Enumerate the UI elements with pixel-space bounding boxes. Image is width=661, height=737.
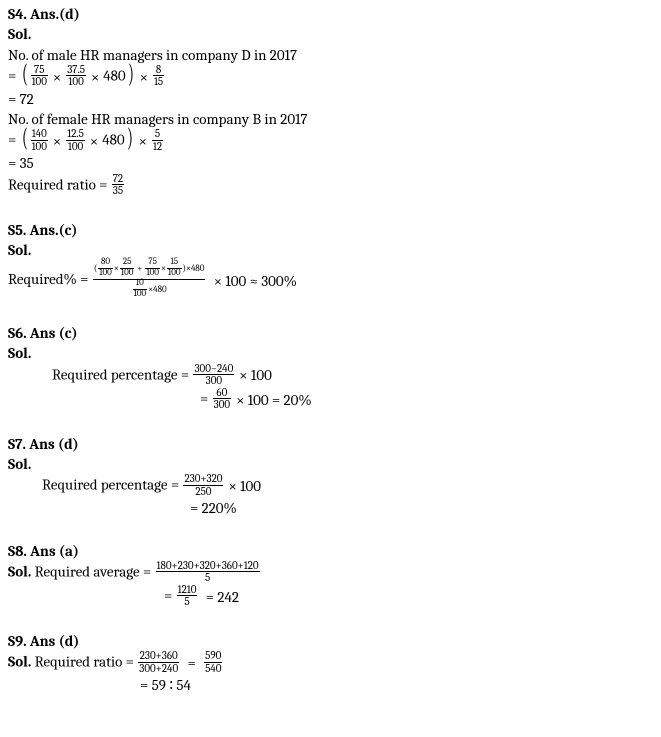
s4-req: Required ratio = 7235 — [8, 174, 653, 198]
label: Required ratio = — [35, 653, 134, 671]
eq: = — [164, 586, 172, 604]
frac-den: 100 — [31, 141, 48, 153]
frac-den: 15 — [153, 76, 164, 88]
s8-header: S8. Ans (a) — [8, 541, 653, 561]
frac-num: 590 — [204, 650, 222, 663]
tail: × 100 = 20% — [232, 390, 316, 410]
frac-den: 300 — [213, 399, 231, 411]
s7-eq1: Required percentage = 230+320250× 100 — [8, 474, 653, 498]
frac-den: 250 — [183, 486, 223, 498]
frac-den: 12 — [152, 141, 163, 153]
frac-num: 230+320 — [183, 473, 223, 486]
sol: Sol. — [8, 653, 31, 671]
value: 480 — [102, 131, 124, 149]
d: 100 — [98, 269, 113, 278]
frac-den: 300 — [193, 375, 234, 387]
v: 480 — [153, 285, 166, 295]
s9-res: = 59 ∶ 54 — [8, 675, 653, 695]
solution-s4: S4. Ans.(d) Sol. No. of male HR managers… — [8, 4, 653, 198]
solution-s8: S8. Ans (a) Sol. Required average = 180+… — [8, 541, 653, 609]
tail: × 100 — [235, 365, 276, 385]
frac-den: 100 — [66, 141, 85, 153]
s4-line1: No. of male HR managers in company D in … — [8, 45, 653, 65]
s6-sol: Sol. — [8, 343, 653, 363]
frac-den: 100 — [66, 76, 86, 88]
s4-header: S4. Ans.(d) — [8, 4, 653, 24]
frac-num: (80100×25100 + 75100×15100)×480 — [93, 259, 206, 280]
frac-den: 5 — [156, 572, 260, 584]
frac-num: 5 — [152, 128, 163, 141]
s6-eq2: = 60300× 100 = 20% — [8, 388, 653, 412]
s7-sol: Sol. — [8, 454, 653, 474]
s9-eq1: Sol. Required ratio = 230+360300+240 = 5… — [8, 651, 653, 675]
d: 100 — [133, 290, 148, 299]
tail: × 100 ≈ 300% — [210, 271, 301, 291]
eq: = — [183, 653, 199, 673]
frac-den: 300+240 — [138, 663, 179, 675]
solution-s7: S7. Ans (d) Sol. Required percentage = 2… — [8, 434, 653, 519]
tail: × 100 — [224, 476, 265, 496]
s6-eq1: Required percentage = 300−240300× 100 — [8, 364, 653, 388]
s4-res2: = 35 — [8, 153, 653, 173]
label: Required% = — [8, 270, 89, 288]
s5-header: S5. Ans.(c) — [8, 220, 653, 240]
v: 480 — [191, 264, 204, 274]
solution-s6: S6. Ans (c) Sol. Required percentage = 3… — [8, 323, 653, 412]
s8-eq2: = 12105 = 242 — [8, 585, 653, 609]
s5-eq: Required% = (80100×25100 + 75100×15100)×… — [8, 260, 653, 301]
frac-den: 5 — [177, 596, 198, 608]
label: Required average = — [35, 562, 152, 580]
frac-den: 100 — [31, 76, 48, 88]
s4-eq1: = (75100×37.5100×480)×815 — [8, 65, 653, 89]
d: 100 — [145, 269, 160, 278]
frac-num: 140 — [31, 128, 48, 141]
eq: = — [200, 389, 208, 407]
d: 100 — [167, 269, 182, 278]
label: Required percentage = — [52, 365, 189, 383]
d: 100 — [120, 269, 135, 278]
label: Required percentage = — [42, 476, 179, 494]
solution-s5: S5. Ans.(c) Sol. Required% = (80100×2510… — [8, 220, 653, 301]
solution-s9: S9. Ans (d) Sol. Required ratio = 230+36… — [8, 631, 653, 696]
s4-sol: Sol. — [8, 24, 653, 44]
s6-header: S6. Ans (c) — [8, 323, 653, 343]
s4-res1: = 72 — [8, 89, 653, 109]
s9-header: S9. Ans (d) — [8, 631, 653, 651]
frac-den: 540 — [204, 663, 222, 675]
s7-eq2: = 220% — [8, 498, 653, 518]
frac-num: 12.5 — [66, 128, 85, 141]
s8-eq1: Sol. Required average = 180+230+320+360+… — [8, 561, 653, 585]
frac-num: 230+360 — [138, 650, 179, 663]
label: Required ratio = — [8, 175, 107, 193]
frac-den: 10100×480 — [93, 280, 206, 300]
sol: Sol. — [8, 562, 31, 580]
s4-eq2: = (140100×12.5100×480)×512 — [8, 129, 653, 153]
tail: = 242 — [202, 587, 243, 607]
value: 480 — [103, 66, 125, 84]
s7-header: S7. Ans (d) — [8, 434, 653, 454]
frac-den: 35 — [112, 185, 124, 197]
s4-line2: No. of female HR managers in company B i… — [8, 109, 653, 129]
